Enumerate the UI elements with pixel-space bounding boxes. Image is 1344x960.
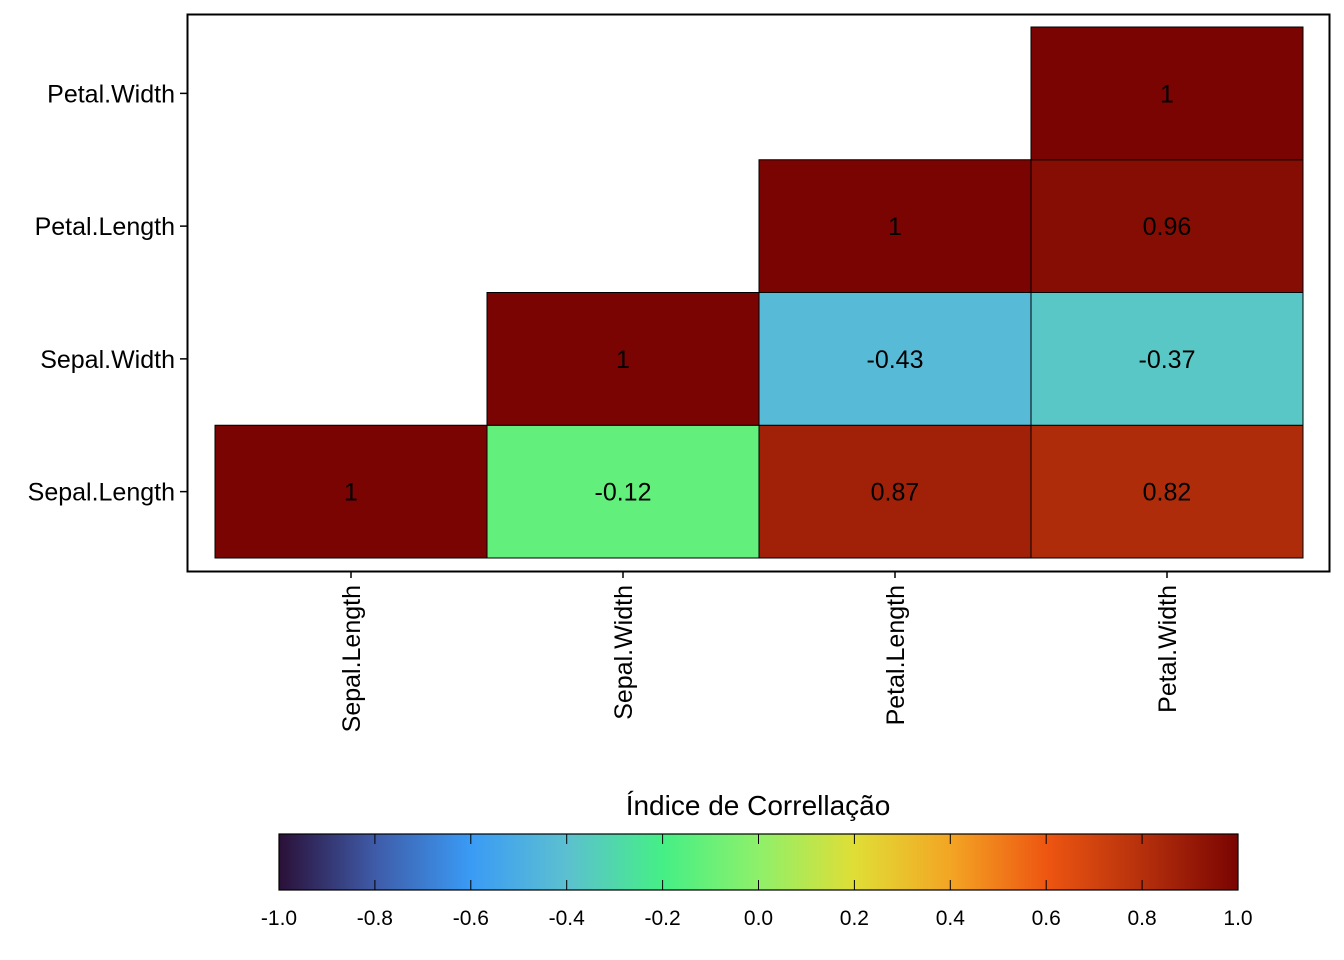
colorbar-tick-label: 1.0 [1223,907,1252,930]
x-axis-tick-label: Sepal.Length [338,585,366,732]
heatmap-cell [486,292,760,426]
x-axis: Sepal.Length Sepal.Width Petal.Length Petal… [338,571,1182,732]
y-axis-tick-label: Petal.Length [35,213,175,241]
cell-value-label: 1 [616,346,630,374]
x-axis-tick-label: Petal.Width [1154,585,1182,713]
heatmap-cell [758,159,1032,293]
colorbar-tick-label: -0.4 [549,907,586,930]
y-axis-tick-label: Sepal.Length [28,479,175,507]
heatmap-cell [758,292,1032,426]
cell-value-label: 0.96 [1143,213,1192,241]
colorbar-legend: Índice de Correllação -1.0 -0.8 -0.6 -0.4 -0… [261,790,1253,930]
heatmap-cell [1030,159,1304,293]
heatmap-cell [1030,424,1304,559]
cell-value-label: 0.82 [1143,479,1192,507]
heatmap-cell [486,424,760,559]
y-axis: Sepal.Length Sepal.Width Petal.Length Petal… [28,80,187,507]
colorbar-tick-label: 0.0 [744,907,773,930]
colorbar-ticks: -1.0 -0.8 -0.6 -0.4 -0.2 0.0 0.2 0.4 0.6 0.8 1.0 [261,834,1253,930]
y-axis-tick-label: Petal.Width [47,80,175,108]
panel-border [186,13,1331,573]
colorbar-tick-label: 0.4 [936,907,966,930]
heatmap-cell [214,424,488,559]
cell-value-label: 1 [344,479,358,507]
colorbar-tick-label: -0.2 [645,907,681,930]
cell-value-label: -0.43 [867,346,924,374]
cell-value-label: 0.87 [871,479,920,507]
colorbar-tick-label: 0.6 [1032,907,1061,930]
colorbar-tick-label: 0.2 [840,907,869,930]
heatmap-cells: 1 -0.12 0.87 0.82 1 -0.43 -0.37 1 0.96 1 [214,26,1304,559]
cell-value-label: -0.37 [1139,346,1196,374]
cell-value-label: 1 [1160,80,1174,108]
heatmap-cell [1030,26,1304,161]
colorbar-tick-label: -0.8 [357,907,393,930]
colorbar-tick-label: -1.0 [261,907,297,930]
colorbar-title: Índice de Correllação [626,790,891,821]
y-axis-tick-label: Sepal.Width [40,346,175,374]
colorbar-tick-label: 0.8 [1127,907,1156,930]
x-axis-tick-label: Sepal.Width [610,585,638,720]
cell-value-label: -0.12 [595,479,652,507]
cell-value-label: 1 [888,213,902,241]
colorbar-tick-label: -0.6 [453,907,489,930]
x-axis-tick-label: Petal.Length [882,585,910,725]
heatmap-cell [1030,292,1304,426]
